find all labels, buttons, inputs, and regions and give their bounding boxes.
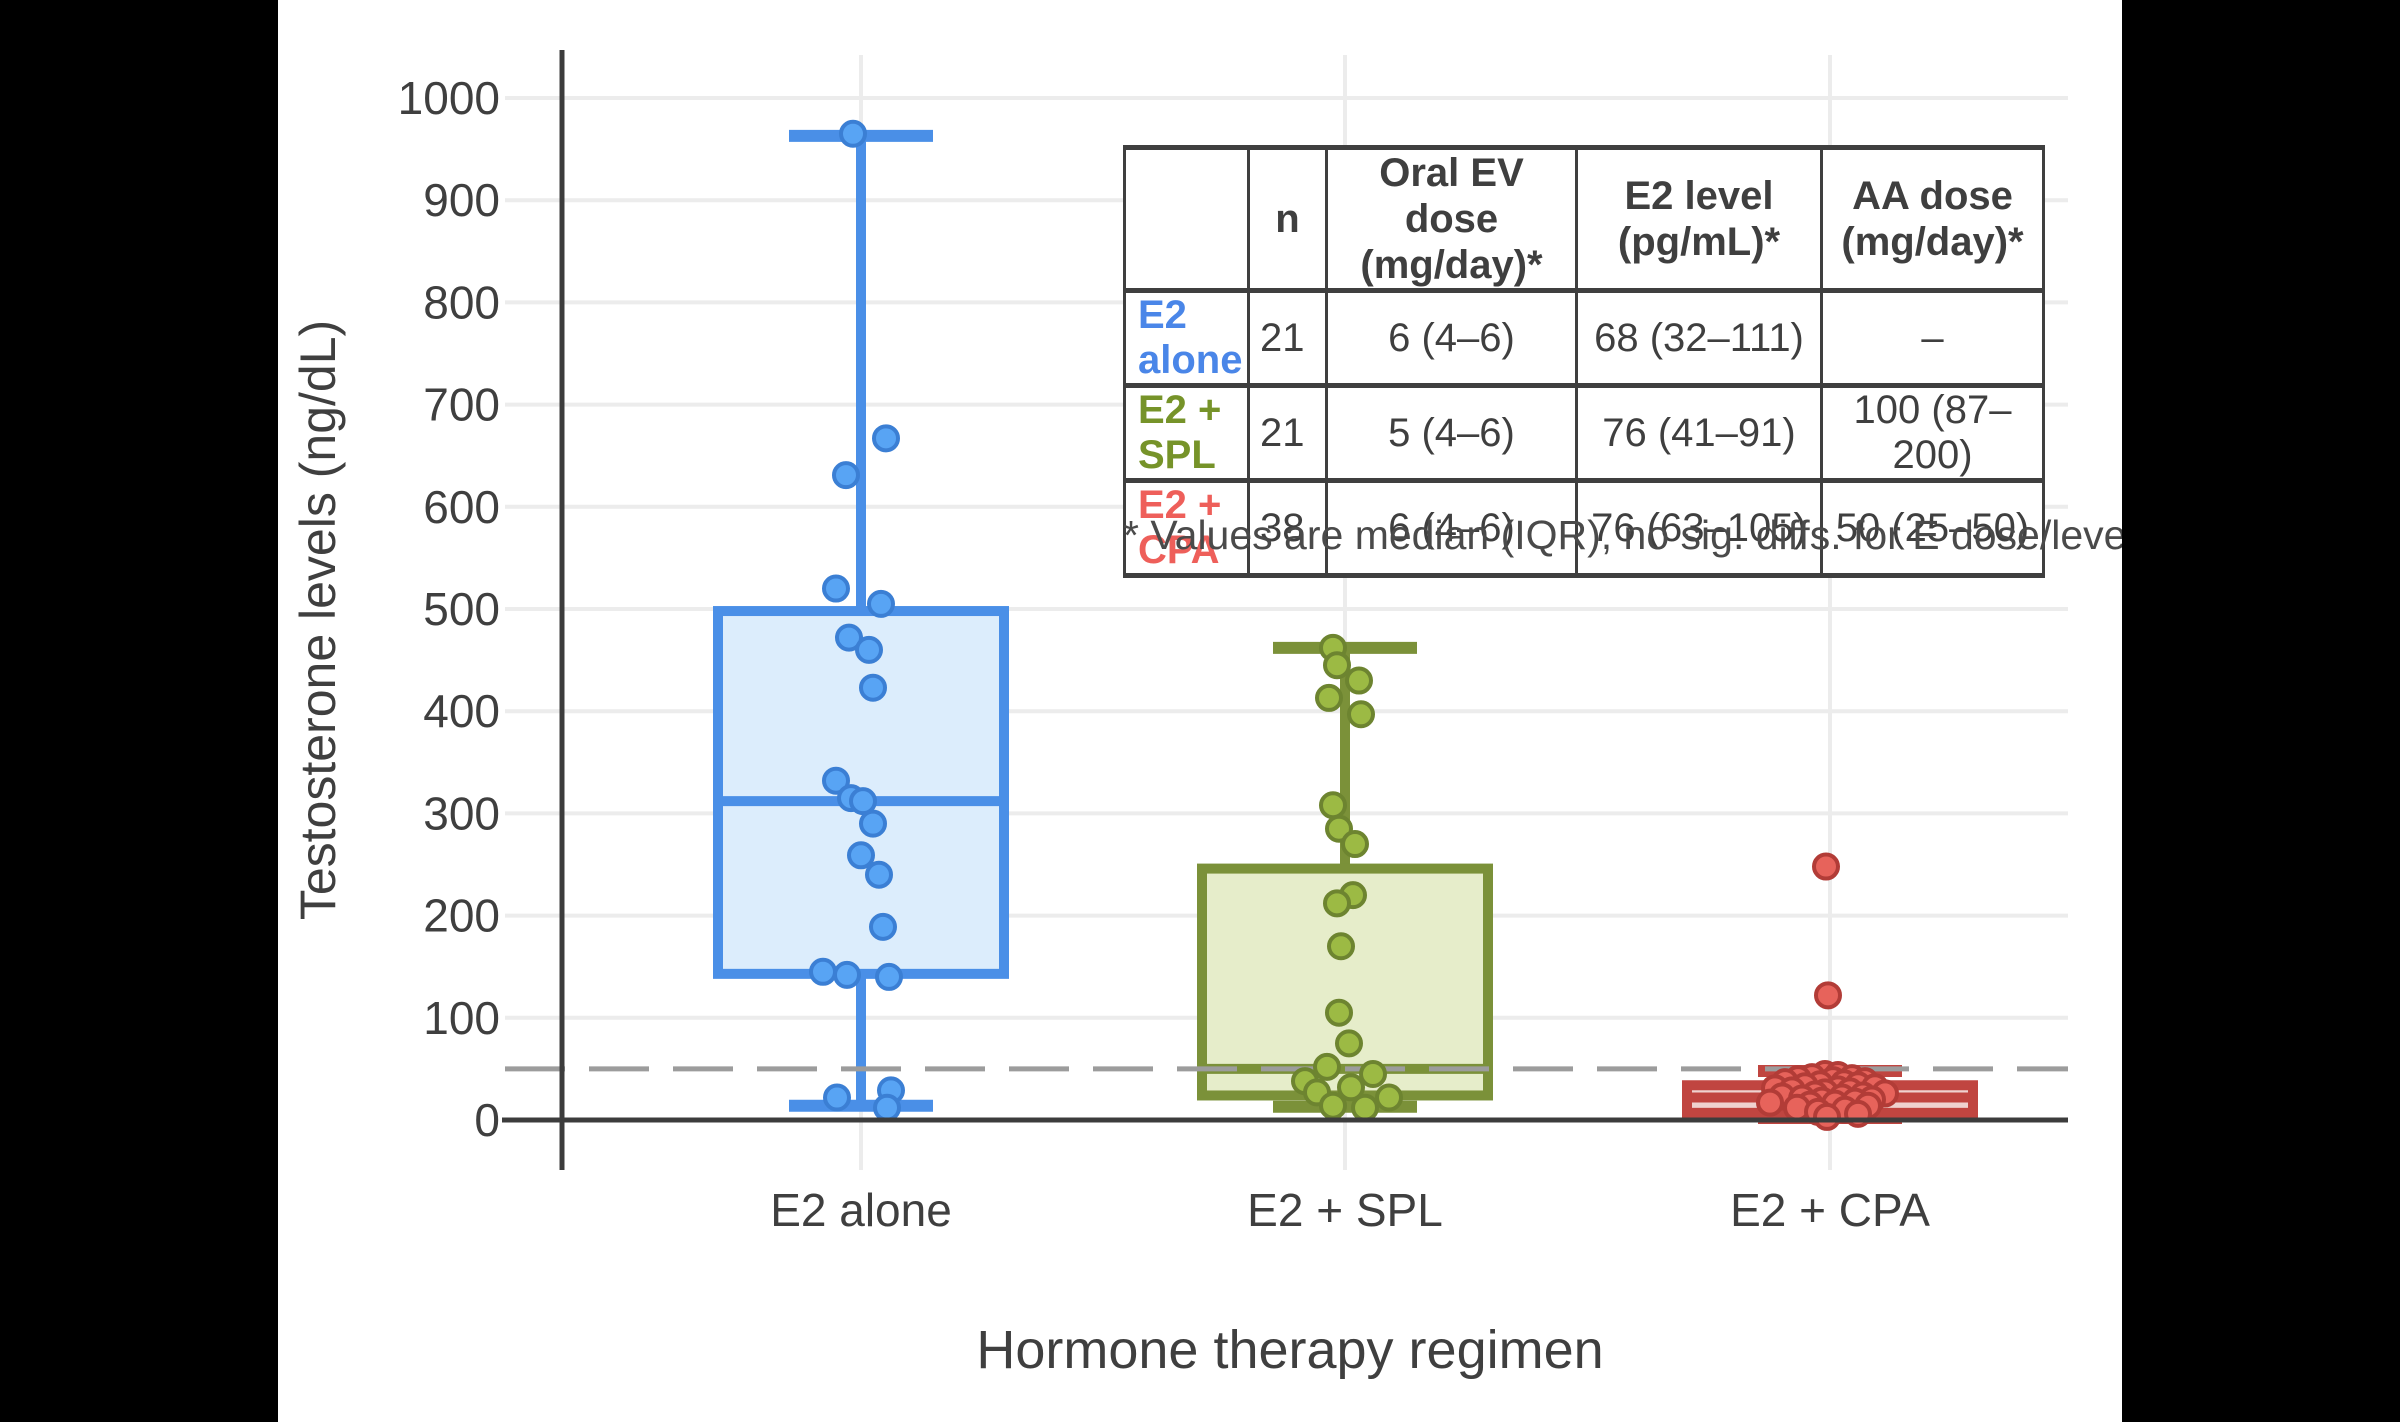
y-axis-tick-label: 0 xyxy=(474,1094,500,1146)
data-point xyxy=(1335,1029,1363,1058)
data-point xyxy=(1325,998,1353,1027)
x-axis-tick-label: E2 alone xyxy=(770,1184,952,1236)
cell-n: 21 xyxy=(1247,288,1328,388)
data-point xyxy=(872,424,900,453)
data-point xyxy=(867,589,895,618)
cell-e2-level: 76 (63–105) xyxy=(1575,478,1823,578)
y-axis-tick-label: 700 xyxy=(423,379,500,431)
cell-aa-dose: 100 (87–200) xyxy=(1820,383,2045,483)
y-axis-tick-label: 800 xyxy=(423,276,500,328)
data-point xyxy=(832,461,860,490)
data-point xyxy=(859,673,887,702)
table-header-e2-level: E2 level (pg/mL)* xyxy=(1575,145,1823,293)
data-point xyxy=(859,809,887,838)
data-point xyxy=(1345,666,1373,695)
row-label-e2-alone: E2 alone xyxy=(1123,288,1250,388)
y-axis-tick-label: 1000 xyxy=(398,72,500,124)
data-point xyxy=(865,860,893,889)
data-point xyxy=(873,1093,901,1122)
table-header-n: n xyxy=(1247,145,1328,293)
data-point xyxy=(1341,830,1369,859)
data-point xyxy=(1319,791,1347,820)
cell-ev-dose: 5 (4–6) xyxy=(1325,383,1578,483)
data-point xyxy=(855,635,883,664)
x-axis-tick-label: E2 + SPL xyxy=(1247,1184,1443,1236)
data-point xyxy=(1327,932,1355,961)
data-point xyxy=(875,962,903,991)
cell-e2-level: 68 (32–111) xyxy=(1575,288,1823,388)
data-point xyxy=(1315,683,1343,712)
data-point xyxy=(1313,1052,1341,1081)
data-point xyxy=(1323,651,1351,680)
data-point xyxy=(849,787,877,816)
data-point xyxy=(822,574,850,603)
table-header-blank xyxy=(1123,145,1250,293)
data-point xyxy=(1813,1102,1841,1131)
cell-n: 38 xyxy=(1247,478,1328,578)
data-point xyxy=(1812,852,1840,881)
cell-aa-dose: 50 (25–50) xyxy=(1820,478,2045,578)
stats-inset-table: n Oral EV dose (mg/day)* E2 level (pg/mL… xyxy=(1123,145,2045,578)
data-point xyxy=(1319,1091,1347,1120)
y-axis-tick-label: 100 xyxy=(423,992,500,1044)
data-point xyxy=(1375,1083,1403,1112)
y-axis-tick-label: 900 xyxy=(423,174,500,226)
table-row: E2 + SPL 21 5 (4–6) 76 (41–91) 100 (87–2… xyxy=(1123,383,2045,483)
data-point xyxy=(809,957,837,986)
table-header-row: n Oral EV dose (mg/day)* E2 level (pg/mL… xyxy=(1123,145,2045,293)
y-axis-tick-label: 600 xyxy=(423,481,500,533)
y-axis-tick-label: 400 xyxy=(423,685,500,737)
cell-ev-dose: 6 (4–6) xyxy=(1325,288,1578,388)
y-axis-tick-label: 300 xyxy=(423,787,500,839)
data-point xyxy=(1756,1088,1784,1117)
data-point xyxy=(1337,1073,1365,1102)
x-axis-tick-label: E2 + CPA xyxy=(1730,1184,1930,1236)
data-point xyxy=(823,1083,851,1112)
data-point xyxy=(1323,889,1351,918)
data-point xyxy=(869,912,897,941)
data-point xyxy=(847,841,875,870)
table-header-ev-dose: Oral EV dose (mg/day)* xyxy=(1325,145,1578,293)
cell-e2-level: 76 (41–91) xyxy=(1575,383,1823,483)
cell-ev-dose: 6 (4–6) xyxy=(1325,478,1578,578)
data-point xyxy=(1347,700,1375,729)
data-point xyxy=(839,119,867,148)
letterbox-left-bar xyxy=(0,0,278,1422)
data-point xyxy=(833,960,861,989)
y-axis-title: Testosterone levels (ng/dL) xyxy=(290,320,346,920)
data-point xyxy=(822,766,850,795)
x-axis-title: Hormone therapy regimen xyxy=(976,1320,1603,1380)
table-footnote: * Values are median (IQR), no sig. diffs… xyxy=(1123,512,2157,558)
data-point xyxy=(1351,1093,1379,1122)
cell-aa-dose: – xyxy=(1820,288,2045,388)
data-point xyxy=(1359,1060,1387,1089)
table-row: E2 alone 21 6 (4–6) 68 (32–111) – xyxy=(1123,288,2045,388)
y-axis-tick-label: 200 xyxy=(423,890,500,942)
y-axis-tick-label: 500 xyxy=(423,583,500,635)
cell-n: 21 xyxy=(1247,383,1328,483)
letterbox-right-bar xyxy=(2122,0,2400,1422)
table-row: E2 + CPA 38 6 (4–6) 76 (63–105) 50 (25–5… xyxy=(1123,478,2045,578)
row-label-e2-cpa: E2 + CPA xyxy=(1123,478,1250,578)
data-point xyxy=(835,623,863,652)
table-header-aa-dose: AA dose (mg/day)* xyxy=(1820,145,2045,293)
row-label-e2-spl: E2 + SPL xyxy=(1123,383,1250,483)
data-point xyxy=(1814,981,1842,1010)
